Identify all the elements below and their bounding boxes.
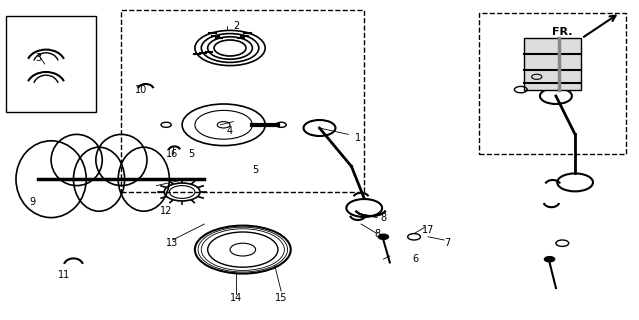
Text: 8: 8 (380, 212, 387, 223)
Text: 4: 4 (227, 126, 233, 136)
Text: 5: 5 (189, 148, 195, 159)
Text: 6: 6 (412, 254, 419, 264)
Circle shape (378, 234, 389, 239)
Text: 10: 10 (134, 84, 147, 95)
Bar (121, 10, 364, 192)
Text: 12: 12 (160, 206, 173, 216)
Circle shape (544, 257, 555, 262)
Circle shape (217, 122, 230, 128)
Bar (6, 16, 96, 112)
Text: 8: 8 (374, 228, 380, 239)
Text: 14: 14 (230, 292, 243, 303)
Text: 11: 11 (58, 270, 70, 280)
Bar (524, 38, 581, 90)
Text: 3: 3 (35, 52, 42, 63)
Text: 1: 1 (355, 132, 361, 143)
Text: 16: 16 (166, 148, 179, 159)
Text: 2: 2 (233, 20, 240, 31)
Text: FR.: FR. (552, 27, 573, 37)
Text: 9: 9 (29, 196, 35, 207)
Text: 17: 17 (422, 225, 435, 236)
Text: 5: 5 (252, 164, 259, 175)
Text: 15: 15 (275, 292, 288, 303)
Bar (479, 13, 626, 154)
Text: 7: 7 (444, 238, 450, 248)
Text: 13: 13 (166, 238, 179, 248)
